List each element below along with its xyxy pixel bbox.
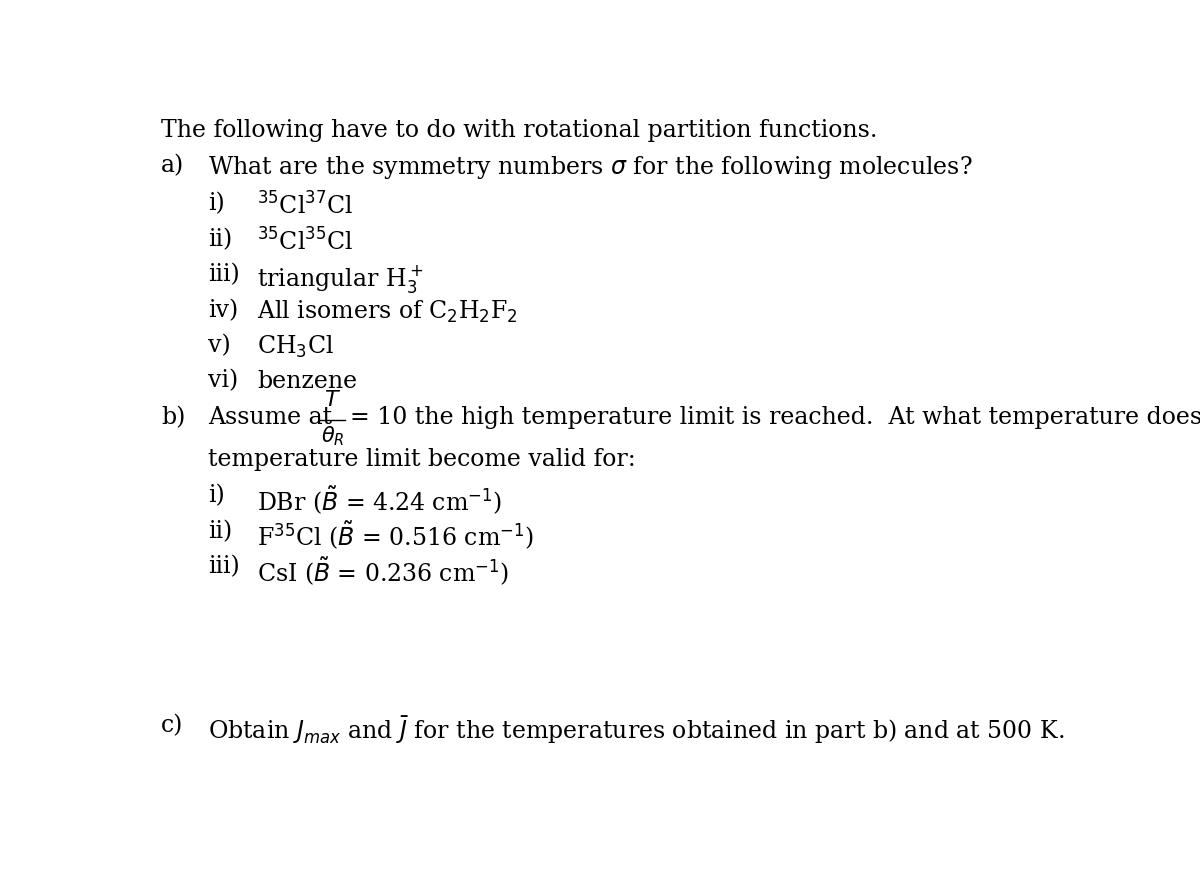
Text: CH$_3$Cl: CH$_3$Cl xyxy=(257,334,334,360)
Text: Obtain $J_{max}$ and $\bar{J}$ for the temperatures obtained in part b) and at 5: Obtain $J_{max}$ and $\bar{J}$ for the t… xyxy=(208,713,1064,745)
Text: c): c) xyxy=(161,713,184,736)
Text: The following have to do with rotational partition functions.: The following have to do with rotational… xyxy=(161,119,877,142)
Text: iv): iv) xyxy=(208,299,238,321)
Text: vi): vi) xyxy=(208,369,238,392)
Text: $T$: $T$ xyxy=(324,389,341,411)
Text: a): a) xyxy=(161,154,185,176)
Text: b): b) xyxy=(161,406,186,428)
Text: i): i) xyxy=(208,192,224,215)
Text: v): v) xyxy=(208,334,230,356)
Text: All isomers of C$_2$H$_2$F$_2$: All isomers of C$_2$H$_2$F$_2$ xyxy=(257,299,517,325)
Text: = 10 the high temperature limit is reached.  At what temperature does the high: = 10 the high temperature limit is reach… xyxy=(350,406,1200,428)
Text: ii): ii) xyxy=(208,519,232,542)
Text: What are the symmetry numbers $\sigma$ for the following molecules?: What are the symmetry numbers $\sigma$ f… xyxy=(208,154,972,181)
Text: F$^{35}$Cl ($\tilde{B}$ = 0.516 cm$^{-1}$): F$^{35}$Cl ($\tilde{B}$ = 0.516 cm$^{-1}… xyxy=(257,519,534,551)
Text: $^{35}$Cl$^{37}$Cl: $^{35}$Cl$^{37}$Cl xyxy=(257,192,353,220)
Text: benzene: benzene xyxy=(257,369,358,392)
Text: DBr ($\tilde{B}$ = 4.24 cm$^{-1}$): DBr ($\tilde{B}$ = 4.24 cm$^{-1}$) xyxy=(257,484,502,516)
Text: $\theta_R$: $\theta_R$ xyxy=(320,423,344,447)
Text: $^{35}$Cl$^{35}$Cl: $^{35}$Cl$^{35}$Cl xyxy=(257,227,353,255)
Text: CsI ($\tilde{B}$ = 0.236 cm$^{-1}$): CsI ($\tilde{B}$ = 0.236 cm$^{-1}$) xyxy=(257,555,509,587)
Text: iii): iii) xyxy=(208,555,240,578)
Text: Assume at: Assume at xyxy=(208,406,331,428)
Text: temperature limit become valid for:: temperature limit become valid for: xyxy=(208,448,636,471)
Text: iii): iii) xyxy=(208,263,240,286)
Text: triangular H$_3^+$: triangular H$_3^+$ xyxy=(257,263,424,295)
Text: ii): ii) xyxy=(208,227,232,250)
Text: i): i) xyxy=(208,484,224,507)
